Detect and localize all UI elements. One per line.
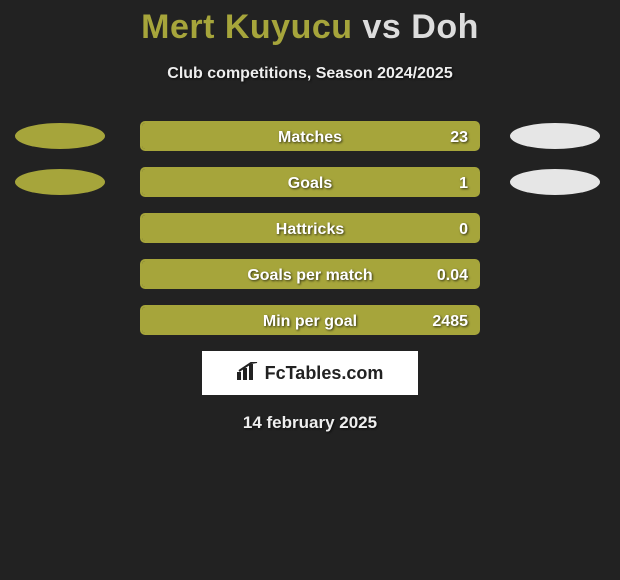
comparison-card: Mert Kuyucu vs Doh Club competitions, Se… [0, 0, 620, 580]
player1-name: Mert Kuyucu [141, 8, 352, 46]
stat-rows: Matches 23 Goals 1 Hattricks 0 Goals per match… [0, 121, 620, 335]
stat-value: 0.04 [437, 261, 468, 291]
chart-icon [237, 362, 259, 385]
stat-value: 2485 [432, 307, 468, 337]
stat-label: Min per goal [263, 307, 357, 337]
stat-row: Hattricks 0 [0, 213, 620, 243]
bar-track: Goals per match 0.04 [140, 259, 480, 289]
stat-value: 23 [450, 123, 468, 153]
stat-row: Goals per match 0.04 [0, 259, 620, 289]
player2-oval [510, 123, 600, 149]
bar-track: Matches 23 [140, 121, 480, 151]
stat-row: Goals 1 [0, 167, 620, 197]
player2-oval [510, 169, 600, 195]
vs-separator: vs [363, 8, 402, 46]
player1-oval [15, 123, 105, 149]
attribution-text: FcTables.com [265, 363, 384, 384]
player2-name: Doh [411, 8, 479, 46]
stat-row: Matches 23 [0, 121, 620, 151]
bar-track: Hattricks 0 [140, 213, 480, 243]
date: 14 february 2025 [0, 413, 620, 433]
stat-label: Goals per match [247, 261, 372, 291]
title: Mert Kuyucu vs Doh [0, 8, 620, 47]
attribution-badge: FcTables.com [202, 351, 418, 395]
bar-track: Goals 1 [140, 167, 480, 197]
bar-track: Min per goal 2485 [140, 305, 480, 335]
stat-value: 0 [459, 215, 468, 245]
stat-value: 1 [459, 169, 468, 199]
stat-label: Matches [278, 123, 342, 153]
stat-label: Hattricks [276, 215, 344, 245]
stat-label: Goals [288, 169, 332, 199]
stat-row: Min per goal 2485 [0, 305, 620, 335]
subtitle: Club competitions, Season 2024/2025 [0, 65, 620, 83]
player1-oval [15, 169, 105, 195]
